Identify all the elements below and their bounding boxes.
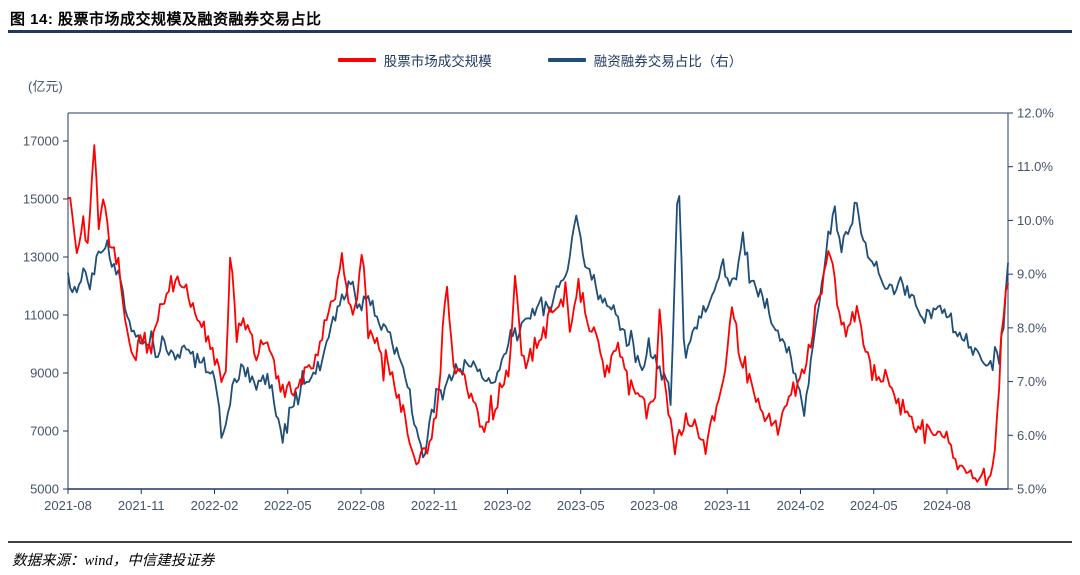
svg-text:2024-08: 2024-08 (923, 498, 971, 513)
svg-text:11000: 11000 (24, 308, 59, 323)
svg-text:6.0%: 6.0% (1017, 428, 1047, 443)
legend-label-market-volume: 股票市场成交规模 (383, 54, 492, 69)
svg-text:2023-05: 2023-05 (557, 498, 605, 513)
legend-item-market-volume: 股票市场成交规模 (337, 50, 492, 70)
svg-text:2022-02: 2022-02 (191, 498, 239, 513)
legend-label-margin-share: 融资融券交易占比（右） (593, 54, 743, 69)
legend-item-margin-share: 融资融券交易占比（右） (547, 50, 743, 70)
svg-text:2022-11: 2022-11 (411, 498, 458, 513)
svg-text:13000: 13000 (23, 250, 59, 265)
svg-text:5000: 5000 (30, 482, 59, 497)
svg-text:17000: 17000 (23, 134, 59, 149)
svg-text:2024-02: 2024-02 (777, 498, 825, 513)
svg-text:2022-08: 2022-08 (337, 498, 385, 513)
svg-text:2023-11: 2023-11 (704, 498, 751, 513)
footer-divider (8, 541, 1072, 543)
svg-text:10.0%: 10.0% (1017, 213, 1054, 228)
svg-text:12.0%: 12.0% (1017, 106, 1054, 121)
svg-text:2023-02: 2023-02 (484, 498, 532, 513)
svg-text:2021-08: 2021-08 (44, 498, 92, 513)
left-axis-unit-label: (亿元) (28, 79, 63, 94)
svg-text:7000: 7000 (30, 424, 59, 439)
svg-text:5.0%: 5.0% (1017, 482, 1047, 497)
svg-text:7.0%: 7.0% (1017, 374, 1047, 389)
svg-text:2023-08: 2023-08 (630, 498, 678, 513)
svg-text:2022-05: 2022-05 (264, 498, 312, 513)
svg-text:8.0%: 8.0% (1017, 320, 1047, 335)
svg-text:2021-11: 2021-11 (118, 498, 165, 513)
svg-text:11.0%: 11.0% (1017, 159, 1053, 174)
title-divider (8, 30, 1072, 33)
svg-text:2024-05: 2024-05 (850, 498, 898, 513)
red-line-swatch (337, 58, 376, 62)
figure-title: 图 14: 股票市场成交规模及融资融券交易占比 (10, 11, 322, 28)
svg-text:9.0%: 9.0% (1017, 267, 1047, 282)
data-source-note: 数据来源：wind，中信建投证券 (12, 553, 215, 569)
chart-legend: 股票市场成交规模 融资融券交易占比（右） (0, 50, 1080, 70)
blue-line-swatch (547, 58, 586, 62)
svg-text:15000: 15000 (23, 192, 59, 207)
svg-text:9000: 9000 (30, 366, 59, 381)
